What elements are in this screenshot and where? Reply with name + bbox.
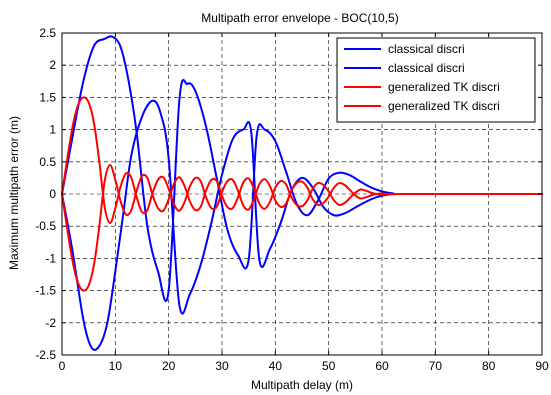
x-tick-label: 30: [215, 359, 229, 373]
x-axis-label: Multipath delay (m): [251, 378, 353, 392]
y-tick-label: -0.5: [35, 219, 56, 233]
series-lines: [61, 35, 543, 351]
y-tick-label: -1.5: [35, 284, 56, 298]
y-tick-label: 2.5: [39, 26, 56, 40]
y-tick-label: 1.5: [39, 90, 56, 104]
legend-label-2: classical discri: [388, 61, 465, 75]
y-ticks: -2.5 -2 -1.5 -1 -0.5 0 0.5 1 1.5 2 2.5: [35, 26, 542, 362]
legend-box: [336, 37, 536, 123]
series-line-1: [61, 35, 543, 302]
y-tick-label: -1: [45, 251, 56, 265]
y-tick-label: 0: [49, 187, 56, 201]
x-tick-label: 50: [322, 359, 336, 373]
x-tick-label: 10: [109, 359, 123, 373]
x-tick-label: 0: [59, 359, 66, 373]
y-tick-label: -2: [45, 316, 56, 330]
legend-label-4: generalized TK discri: [388, 99, 500, 113]
chart-title: Multipath error envelope - BOC(10,5): [201, 11, 398, 25]
y-axis-label: Maximum multipath error (m): [7, 116, 21, 270]
legend-label-3: generalized TK discri: [388, 80, 500, 94]
x-tick-label: 70: [429, 359, 443, 373]
series-line-2: [61, 99, 543, 351]
x-tick-label: 80: [482, 359, 496, 373]
y-tick-label: 0.5: [39, 155, 56, 169]
y-tick-label: 1: [49, 123, 56, 137]
series-line-4: [61, 164, 543, 292]
y-tick-label: -2.5: [35, 348, 56, 362]
x-tick-label: 60: [375, 359, 389, 373]
series-line-3: [61, 96, 543, 224]
x-tick-label: 40: [269, 359, 283, 373]
legend-label-1: classical discri: [388, 42, 465, 56]
legend: classical discri classical discri generali…: [336, 37, 536, 123]
x-ticks: 0 10 20 30 40 50 60 70 80 90: [59, 33, 549, 373]
legend-items: classical discri classical discri generali…: [344, 42, 500, 113]
y-tick-label: 2: [49, 58, 56, 72]
x-tick-label: 20: [162, 359, 176, 373]
x-tick-label: 90: [535, 359, 549, 373]
